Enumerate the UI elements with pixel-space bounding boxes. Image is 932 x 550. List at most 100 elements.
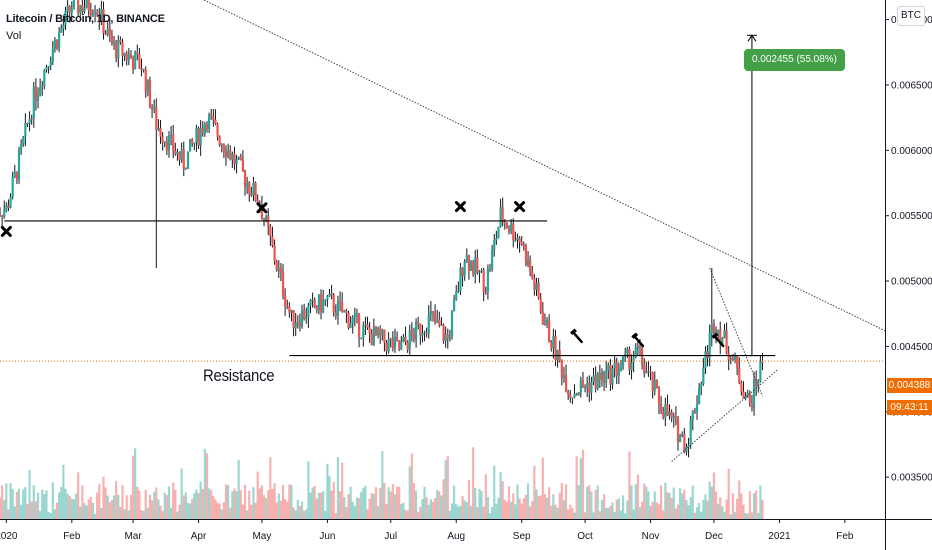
- volume-label[interactable]: Vol: [6, 30, 22, 42]
- candle-body: [624, 353, 627, 357]
- volume-bar: [524, 494, 528, 519]
- candle-body: [294, 322, 297, 328]
- candle-body: [277, 268, 280, 271]
- candle-body: [655, 380, 658, 389]
- currency-badge[interactable]: BTC: [897, 6, 925, 26]
- volume-bar: [733, 512, 737, 519]
- volume-bar: [617, 498, 620, 519]
- candle-body: [24, 122, 27, 138]
- volume-bar: [186, 502, 190, 519]
- last-price-tag: 0.004388: [887, 378, 932, 393]
- candle-body: [89, 10, 92, 15]
- candle-body: [205, 124, 209, 130]
- volume-bar: [522, 498, 525, 519]
- volume-bar: [484, 474, 487, 519]
- time-axis-tick-label: Apr: [191, 531, 207, 542]
- candle-body: [104, 33, 107, 35]
- volume-bar: [362, 487, 365, 519]
- volume-bar: [744, 513, 747, 519]
- volume-bar: [121, 485, 124, 519]
- volume-bar: [717, 503, 720, 519]
- volume-bar: [364, 485, 367, 519]
- volume-bar: [246, 510, 249, 519]
- volume-bar: [676, 504, 680, 519]
- volume-bar: [514, 504, 517, 519]
- volume-bar: [24, 487, 27, 519]
- volume-bar: [404, 509, 407, 519]
- volume-bar: [125, 495, 128, 519]
- volume-bar: [537, 495, 540, 519]
- volume-bar: [326, 463, 329, 519]
- volume-bar: [393, 494, 397, 519]
- candle-body: [450, 311, 454, 337]
- candle-body: [112, 41, 116, 45]
- volume-bar: [651, 501, 654, 519]
- volume-bar: [594, 490, 597, 519]
- candle-body: [224, 151, 228, 157]
- candle-body: [438, 319, 441, 326]
- candle-body: [212, 116, 215, 120]
- candle-body: [79, 5, 82, 13]
- candle-body: [96, 12, 99, 15]
- candle-body: [499, 207, 502, 227]
- volume-bar: [628, 451, 631, 519]
- candle-body: [210, 114, 213, 117]
- candle-body: [636, 346, 639, 348]
- candle-body: [305, 317, 308, 320]
- candle-body: [332, 295, 335, 313]
- volume-bar: [163, 492, 166, 519]
- candle-body: [740, 382, 743, 392]
- candle-body: [660, 404, 663, 412]
- candle-body: [64, 11, 67, 25]
- volume-bar: [440, 495, 443, 519]
- candle-body: [602, 372, 606, 383]
- candle-body: [351, 317, 354, 324]
- volume-bar: [670, 497, 673, 519]
- x-mark-icon: [454, 201, 466, 213]
- volume-bar: [193, 493, 196, 519]
- volume-bar: [203, 448, 206, 519]
- volume-bar: [93, 513, 97, 519]
- volume-bar: [548, 487, 551, 519]
- volume-bar: [104, 487, 107, 519]
- volume-bar: [328, 475, 331, 519]
- volume-bar: [317, 492, 321, 519]
- candle-body: [505, 222, 509, 229]
- volume-bar: [39, 511, 42, 519]
- volume-bar: [624, 513, 627, 519]
- volume-bar: [465, 502, 468, 519]
- volume-bar: [480, 491, 483, 519]
- time-axis-tick-label: Jun: [319, 531, 335, 542]
- candle-body: [736, 356, 739, 368]
- candle-body: [22, 137, 25, 145]
- symbol-title[interactable]: Litecoin / Bitcoin, 1D, BINANCE: [6, 13, 165, 25]
- volume-bar: [412, 483, 416, 519]
- candle-body: [17, 150, 21, 180]
- volume-bar: [541, 457, 544, 519]
- volume-bar: [271, 488, 274, 519]
- volume-bar: [85, 505, 88, 519]
- volume-bar: [613, 512, 616, 519]
- hammer-icon: [711, 332, 725, 348]
- candle-body: [345, 310, 348, 313]
- volume-bar: [408, 466, 411, 519]
- volume-bar: [277, 493, 280, 519]
- candle-body: [421, 332, 424, 336]
- candle-body: [676, 417, 680, 443]
- candle-body: [757, 381, 760, 387]
- candle-body: [55, 39, 59, 49]
- candle-body: [125, 53, 128, 61]
- volume-bar: [267, 490, 270, 519]
- candle-body: [188, 139, 192, 152]
- candle-body: [712, 323, 716, 332]
- volume-bar: [698, 503, 701, 519]
- volume-bar: [752, 493, 756, 519]
- candle-body: [583, 386, 587, 389]
- candle-body: [83, 7, 86, 12]
- candle-body: [752, 378, 756, 409]
- hammer-icon: [570, 328, 583, 344]
- candle-body: [619, 366, 623, 371]
- candle-body: [453, 299, 456, 312]
- volume-bar: [731, 493, 735, 519]
